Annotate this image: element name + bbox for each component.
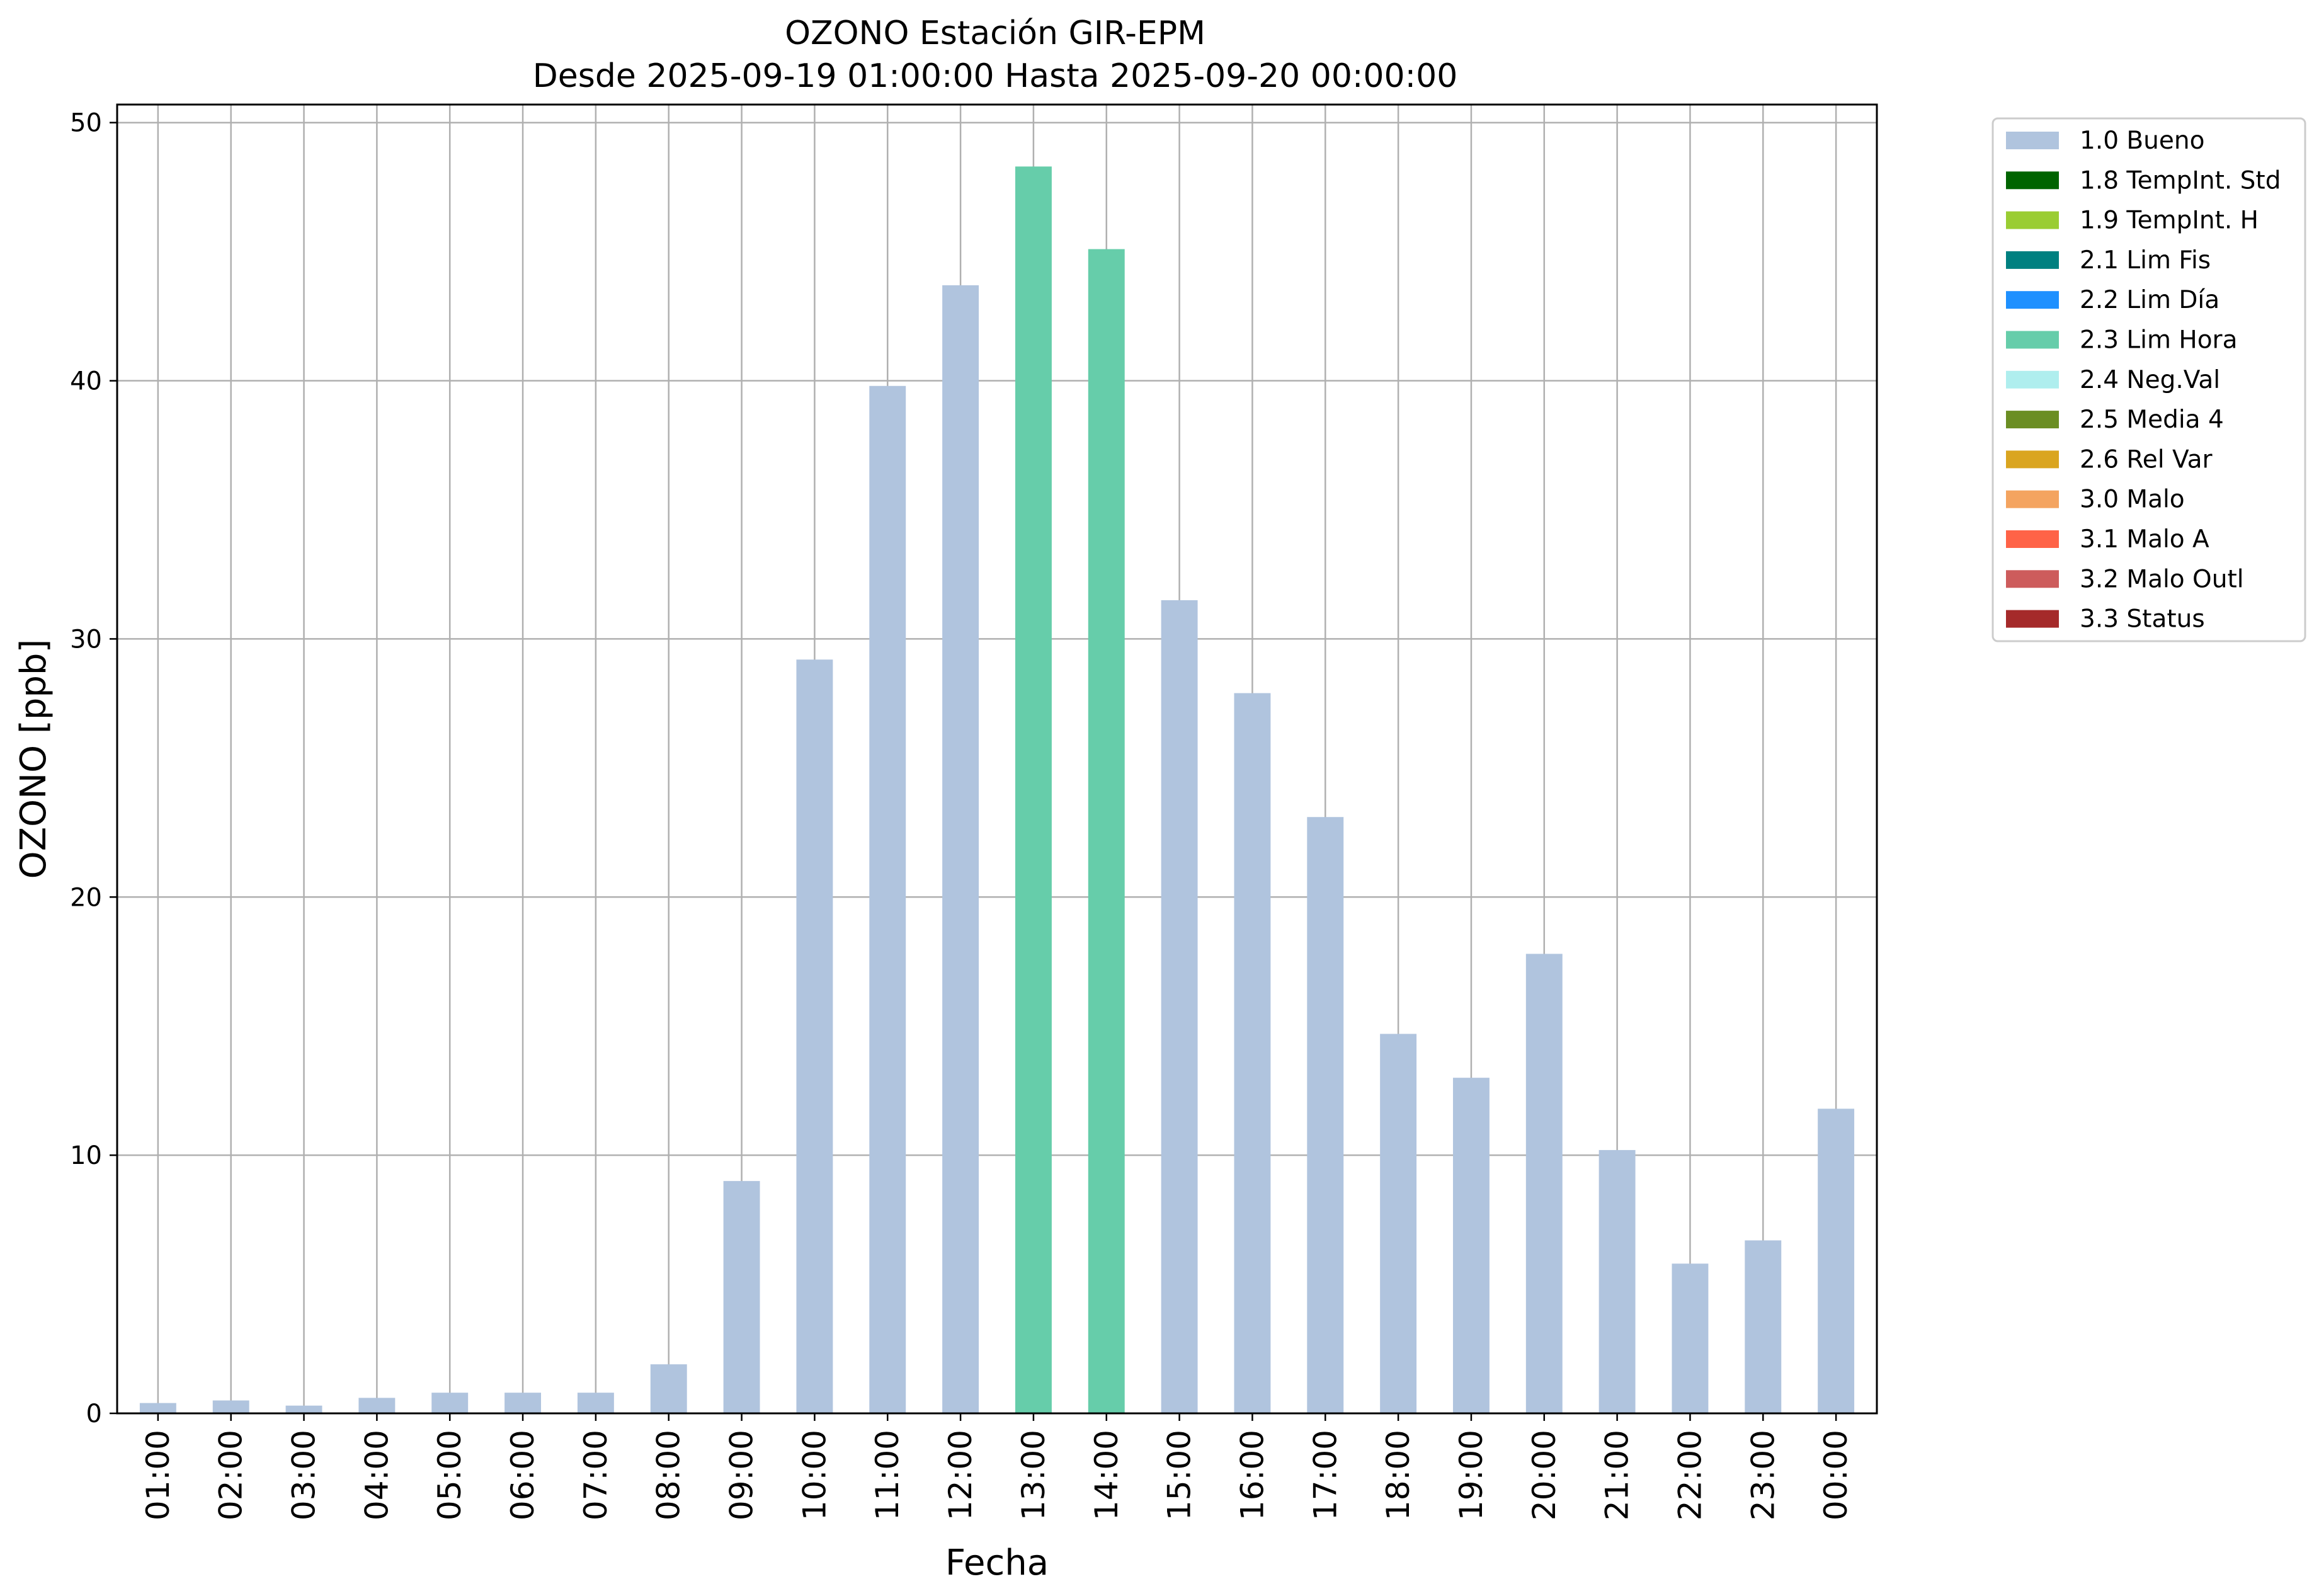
- bar-23:00: [1745, 1240, 1782, 1413]
- y-tick-label: 50: [70, 109, 102, 138]
- bar-01:00: [139, 1403, 176, 1413]
- x-tick-label: 20:00: [1526, 1430, 1563, 1520]
- bar-19:00: [1452, 1078, 1490, 1413]
- legend-label: 2.4 Neg.Val: [2080, 366, 2220, 394]
- legend: 1.0 Bueno 1.8 TempInt. Std 1.9 TempInt. H 2…: [1991, 117, 2306, 642]
- x-tick-label: 13:00: [1015, 1430, 1052, 1520]
- legend-label: 2.1 Lim Fis: [2080, 246, 2211, 275]
- bar-22:00: [1672, 1263, 1709, 1413]
- legend-label: 1.8 TempInt. Std: [2080, 166, 2281, 195]
- bar-04:00: [358, 1398, 396, 1413]
- legend-label: 2.5 Media 4: [2080, 406, 2224, 434]
- bar-13:00: [1015, 166, 1052, 1414]
- legend-label: 2.6 Rel Var: [2080, 445, 2213, 474]
- x-tick-label: 14:00: [1088, 1430, 1125, 1520]
- chart-title: OZONO Estación GIR-EPM: [785, 14, 1205, 52]
- legend-label: 2.2 Lim Día: [2080, 286, 2219, 314]
- legend-swatch: [2006, 132, 2059, 149]
- legend-label: 1.9 TempInt. H: [2080, 207, 2259, 235]
- legend-label: 3.2 Malo Outl: [2080, 565, 2244, 593]
- x-tick-label: 07:00: [578, 1430, 614, 1520]
- bar-14:00: [1088, 249, 1125, 1413]
- legend-swatch: [2006, 211, 2059, 229]
- legend-swatch: [2006, 450, 2059, 469]
- x-axis-label: Fecha: [945, 1542, 1049, 1583]
- x-tick-label: 01:00: [140, 1430, 176, 1520]
- legend-swatch: [2006, 530, 2059, 548]
- x-tick-label: 18:00: [1380, 1430, 1416, 1520]
- x-tick-label: 21:00: [1599, 1430, 1636, 1520]
- legend-swatch: [2006, 370, 2059, 389]
- bar-09:00: [723, 1181, 760, 1413]
- bar-12:00: [942, 285, 979, 1414]
- bar-17:00: [1307, 817, 1344, 1413]
- x-tick-label: 19:00: [1453, 1430, 1490, 1520]
- bar-10:00: [796, 659, 833, 1413]
- x-tick-label: 23:00: [1745, 1430, 1781, 1520]
- bar-20:00: [1525, 954, 1563, 1413]
- legend-swatch: [2006, 490, 2059, 508]
- legend-frame: [1991, 117, 2306, 642]
- x-tick-label: 22:00: [1672, 1430, 1708, 1520]
- bar-05:00: [431, 1393, 469, 1413]
- x-ticks: 01:00 02:00 03:00 04:00 05:00 06:00 07:00 08:00…: [140, 1413, 1854, 1520]
- bar-02:00: [212, 1400, 249, 1413]
- y-tick-label: 0: [86, 1399, 102, 1428]
- legend-label: 3.1 Malo A: [2080, 525, 2209, 554]
- x-tick-label: 10:00: [796, 1430, 833, 1520]
- y-ticks: 0 10 20 30 40 50: [70, 109, 117, 1428]
- bar-16:00: [1234, 693, 1271, 1413]
- legend-swatch: [2006, 171, 2059, 190]
- x-tick-label: 05:00: [431, 1430, 468, 1520]
- bar-18:00: [1380, 1034, 1417, 1413]
- legend-swatch: [2006, 331, 2059, 349]
- bar-11:00: [869, 385, 906, 1413]
- bar-07:00: [577, 1393, 614, 1413]
- legend-label: 1.0 Bueno: [2080, 127, 2204, 155]
- x-tick-label: 04:00: [358, 1430, 395, 1520]
- legend-swatch: [2006, 411, 2059, 429]
- bar-00:00: [1818, 1109, 1855, 1413]
- legend-swatch: [2006, 251, 2059, 269]
- y-axis-label: OZONO [ppb]: [13, 639, 54, 879]
- x-tick-label: 11:00: [869, 1430, 906, 1520]
- x-tick-label: 12:00: [942, 1430, 979, 1520]
- plot-frame: [116, 103, 1878, 1415]
- y-tick-label: 10: [70, 1141, 102, 1170]
- legend-label: 3.0 Malo: [2080, 486, 2185, 514]
- x-tick-label: 03:00: [286, 1430, 322, 1520]
- bars: [139, 166, 1855, 1414]
- x-tick-label: 08:00: [651, 1430, 687, 1520]
- legend-label: 3.3 Status: [2080, 605, 2205, 634]
- bar-06:00: [504, 1393, 542, 1413]
- legend-label: 2.3 Lim Hora: [2080, 326, 2238, 355]
- bar-15:00: [1161, 600, 1198, 1413]
- x-tick-label: 15:00: [1161, 1430, 1198, 1520]
- legend-swatch: [2006, 291, 2059, 309]
- bar-03:00: [285, 1405, 322, 1413]
- legend-swatch: [2006, 570, 2059, 588]
- x-tick-label: 17:00: [1307, 1430, 1343, 1520]
- x-tick-label: 06:00: [504, 1430, 541, 1520]
- y-tick-label: 30: [70, 625, 102, 654]
- bar-21:00: [1598, 1149, 1636, 1413]
- legend-swatch: [2006, 610, 2059, 628]
- bar-08:00: [650, 1364, 687, 1413]
- x-tick-label: 16:00: [1234, 1430, 1270, 1520]
- y-tick-label: 40: [70, 367, 102, 396]
- x-tick-label: 00:00: [1818, 1430, 1854, 1520]
- chart-subtitle: Desde 2025-09-19 01:00:00 Hasta 2025-09-…: [533, 57, 1458, 95]
- x-tick-label: 09:00: [724, 1430, 760, 1520]
- y-tick-label: 20: [70, 883, 102, 912]
- x-tick-label: 02:00: [213, 1430, 249, 1520]
